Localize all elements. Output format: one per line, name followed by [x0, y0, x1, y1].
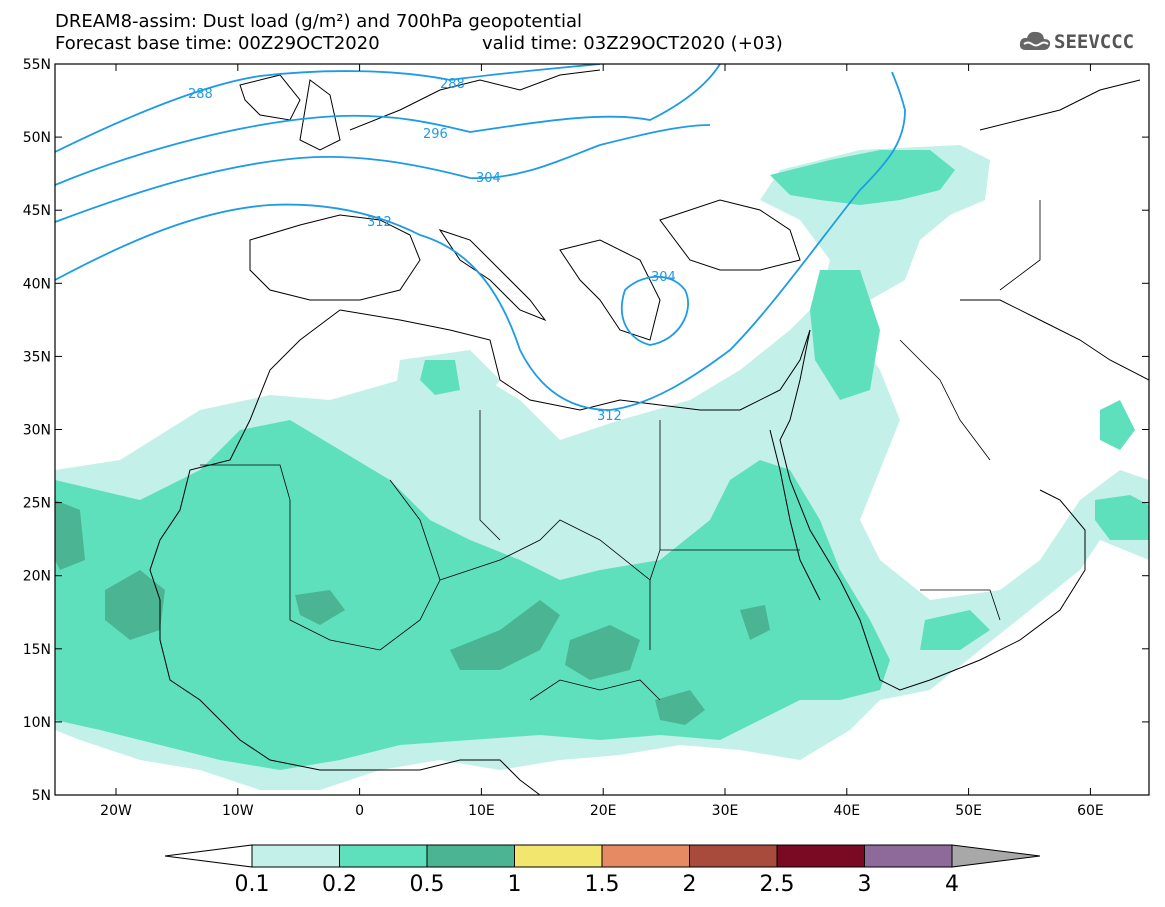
longitude-label: 10E — [468, 803, 495, 819]
latitude-label: 40N — [23, 276, 51, 292]
colorbar-swatch — [776, 844, 865, 868]
latitude-label: 50N — [23, 130, 51, 146]
latitude-label: 55N — [23, 57, 51, 73]
colorbar-above-arrow — [951, 844, 1041, 868]
colorbar-tick-label: 3 — [857, 872, 872, 897]
longitude-label: 60E — [1077, 803, 1104, 819]
contour-label: 304 — [476, 171, 501, 186]
map-title: DREAM8-assim: Dust load (g/m²) and 700hP… — [55, 11, 582, 32]
colorbar-swatch — [514, 844, 603, 868]
colorbar-swatch — [339, 844, 428, 868]
colorbar-swatch — [864, 844, 953, 868]
map-plot-area: 288 288 296 304 312 304 312 — [55, 64, 1149, 795]
longitude-label: 20W — [100, 803, 132, 819]
valid-time: valid time: 03Z29OCT2020 (+03) — [482, 33, 783, 54]
dust-level-high — [55, 500, 770, 725]
geopotential-contours — [55, 64, 906, 411]
dust-level-medium — [55, 150, 1149, 770]
latitude-label: 10N — [23, 715, 51, 731]
colorbar-swatch — [689, 844, 778, 868]
contour-label: 296 — [423, 127, 448, 142]
colorbar-tick-label: 1 — [507, 872, 522, 897]
longitude-label: 40E — [833, 803, 860, 819]
latitude-label: 15N — [23, 642, 51, 658]
longitude-label: 30E — [712, 803, 739, 819]
coastlines — [149, 69, 1149, 795]
longitude-label: 20E — [590, 803, 617, 819]
colorbar-tick-label: 4 — [945, 872, 959, 897]
contour-label: 312 — [597, 409, 622, 424]
contour-label: 304 — [651, 270, 676, 285]
colorbar-tick-label: 2.5 — [759, 872, 795, 897]
colorbar — [164, 844, 1041, 868]
country-borders — [200, 200, 1041, 701]
cloud-icon — [1019, 31, 1051, 50]
longitude-axis: 20W 10W 0 10E 20E 30E 40E 50E 60E — [100, 64, 1104, 819]
colorbar-tick-label: 2 — [682, 872, 697, 897]
contour-label: 288 — [440, 77, 465, 92]
colorbar-tick-label: 0.5 — [409, 872, 445, 897]
logo-text: SEEVCCC — [1054, 31, 1135, 53]
colorbar-below-arrow — [164, 844, 253, 868]
latitude-label: 45N — [23, 203, 51, 219]
seevccc-logo: SEEVCCC — [1018, 28, 1158, 58]
contour-label: 312 — [367, 215, 392, 230]
contour-label: 288 — [188, 87, 213, 102]
latitude-label: 25N — [23, 496, 51, 512]
colorbar-tick-label: 0.1 — [234, 872, 270, 897]
longitude-label: 10W — [222, 803, 254, 819]
latitude-label: 20N — [23, 569, 51, 585]
forecast-base-time: Forecast base time: 00Z29OCT2020 — [55, 33, 380, 54]
longitude-label: 50E — [955, 803, 982, 819]
longitude-label: 0 — [355, 803, 364, 819]
latitude-axis: 55N 50N 45N 40N 35N 30N 25N 20N 15N 10N 5N — [23, 57, 1149, 804]
latitude-label: 30N — [23, 423, 51, 439]
colorbar-tick-label: 0.2 — [322, 872, 357, 897]
colorbar-swatch — [426, 844, 515, 868]
colorbar-swatch — [601, 844, 690, 868]
latitude-label: 5N — [32, 788, 51, 804]
contour-labels: 288 288 296 304 312 304 312 — [188, 77, 676, 424]
colorbar-tick-label: 1.5 — [584, 872, 620, 897]
latitude-label: 35N — [23, 349, 51, 365]
colorbar-swatch — [251, 844, 340, 868]
